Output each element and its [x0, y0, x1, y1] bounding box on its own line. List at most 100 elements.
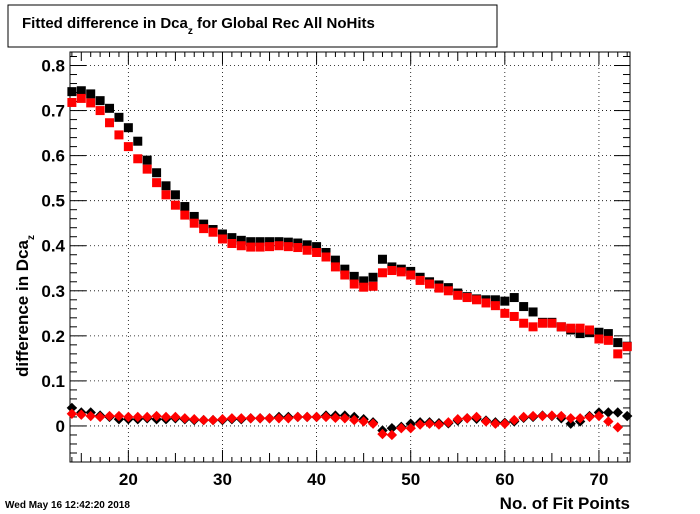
square-marker: [500, 296, 510, 306]
diamond-marker: [358, 416, 369, 427]
square-marker: [490, 295, 500, 305]
diamond-marker: [565, 418, 576, 429]
square-marker: [500, 308, 510, 318]
square-marker: [406, 270, 416, 280]
diamond-marker: [584, 411, 595, 423]
diamond-marker: [471, 411, 482, 423]
square-marker: [217, 229, 227, 239]
square-marker: [312, 242, 322, 252]
square-marker: [114, 130, 124, 140]
diamond-marker: [264, 413, 275, 424]
x-axis-title: No. of Fit Points: [500, 494, 630, 513]
square-marker: [396, 267, 406, 277]
square-marker: [556, 322, 566, 332]
square-marker: [330, 255, 340, 265]
square-marker: [528, 307, 538, 317]
diamond-marker: [283, 413, 294, 424]
square-marker: [415, 275, 425, 285]
y-tick-label: 0.6: [41, 147, 65, 166]
diamond-marker: [66, 408, 78, 419]
square-marker: [170, 200, 180, 210]
square-marker: [123, 142, 133, 152]
square-marker: [490, 301, 500, 311]
square-marker: [377, 268, 387, 278]
diamond-marker: [160, 411, 172, 423]
square-marker: [509, 293, 519, 303]
square-marker: [340, 270, 350, 280]
square-marker: [547, 318, 557, 328]
square-marker: [199, 219, 209, 229]
square-marker: [594, 334, 604, 344]
square-marker: [509, 311, 519, 321]
diamond-marker: [207, 414, 219, 426]
square-marker: [537, 318, 547, 328]
square-marker: [105, 103, 115, 113]
y-tick-label: 0.3: [41, 282, 65, 301]
plot-area: [69, 51, 631, 463]
square-marker: [377, 254, 387, 264]
x-tick-label: 40: [307, 470, 326, 489]
diamond-marker: [217, 413, 228, 425]
square-marker: [227, 233, 237, 243]
diamond-marker: [424, 418, 435, 429]
square-marker: [434, 283, 444, 293]
chart-title-suffix: for Global Rec All NoHits: [193, 15, 375, 32]
diamond-marker: [386, 423, 398, 434]
square-marker: [349, 271, 359, 281]
square-marker: [472, 295, 482, 305]
square-marker: [425, 279, 435, 289]
diamond-marker: [179, 413, 191, 424]
y-tick-labels: 0 0.1 0.2 0.3 0.4 0.5 0.6 0.7 0.8: [41, 57, 65, 436]
square-marker: [265, 242, 275, 252]
square-marker: [330, 262, 340, 272]
diamond-marker: [546, 410, 558, 421]
chart-title-main: Fitted difference in Dca: [22, 15, 189, 32]
chart-title-sub: z: [188, 26, 193, 37]
square-marker: [603, 329, 613, 339]
y-tick-label: 0: [56, 417, 65, 436]
square-marker: [359, 282, 369, 292]
y-tick-label: 0.8: [41, 57, 65, 76]
diamond-marker: [311, 411, 322, 423]
diamond-marker: [198, 414, 209, 426]
diamond-marker: [170, 411, 181, 423]
diamond-marker: [443, 417, 454, 428]
square-marker: [603, 335, 613, 345]
diamond-marker: [104, 410, 115, 422]
diamond-marker: [621, 410, 633, 422]
diamond-marker: [132, 411, 143, 423]
square-marker: [133, 136, 143, 146]
diamond-marker: [593, 410, 605, 422]
y-tick-label: 0.2: [41, 327, 65, 346]
square-marker: [152, 168, 162, 178]
diamond-marker: [339, 413, 351, 424]
diamond-marker: [273, 413, 285, 424]
diamond-marker: [490, 418, 501, 429]
diamond-marker: [574, 413, 586, 424]
square-marker: [86, 89, 96, 99]
square-marker: [283, 237, 293, 247]
square-marker: [105, 118, 115, 128]
square-marker: [368, 281, 378, 291]
x-tick-label: 20: [119, 470, 138, 489]
square-marker: [519, 318, 529, 328]
square-marker: [368, 272, 378, 282]
square-marker: [76, 86, 86, 96]
square-marker: [199, 224, 209, 234]
square-marker: [566, 323, 576, 333]
square-marker: [86, 98, 96, 108]
diamond-marker: [565, 413, 576, 424]
diamond-marker: [245, 413, 256, 424]
diamond-marker: [499, 418, 511, 429]
square-marker: [123, 123, 133, 133]
square-marker: [67, 97, 77, 107]
diamond-marker: [236, 413, 247, 424]
square-marker: [528, 322, 538, 332]
square-marker: [67, 87, 77, 97]
diamond-marker: [480, 416, 492, 427]
square-marker: [227, 238, 237, 248]
diamond-marker: [226, 413, 238, 424]
diamond-marker: [461, 413, 473, 424]
y-tick-label: 0.4: [41, 237, 65, 256]
